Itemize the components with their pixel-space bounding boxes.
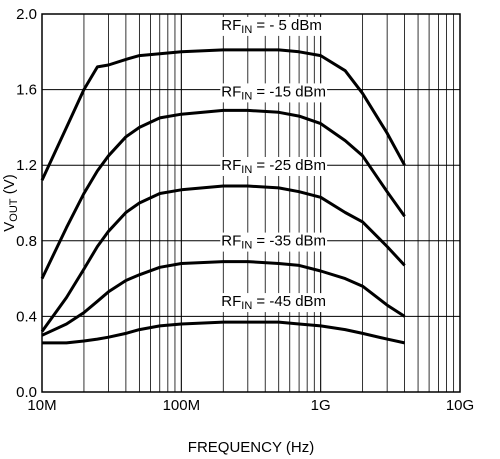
series-label-3: RFIN = -25 dBm: [221, 157, 326, 176]
series-lines: [40, 48, 406, 345]
series-label-sub: IN: [241, 300, 252, 312]
y-axis-title-sub: OUT: [8, 198, 20, 222]
y-tick-label: 1.2: [16, 157, 37, 174]
series-label-1: RFIN = - 5 dBm: [221, 17, 322, 36]
series-label-main: RF: [221, 17, 241, 34]
series-label-rest: = -25 dBm: [252, 157, 326, 174]
y-tick-label: 0.4: [16, 308, 37, 325]
series-label-rest: = -15 dBm: [252, 83, 326, 100]
y-tick-labels: 0.0 0.4 0.8 1.2 1.6 2.0: [16, 6, 37, 401]
series-label-background: [220, 83, 328, 103]
series-label-2: RFIN = -15 dBm: [221, 83, 326, 102]
series-line-3: [40, 184, 406, 333]
series-label-5: RFIN = -45 dBm: [221, 293, 326, 312]
x-tick-label: 10M: [27, 397, 56, 414]
y-tick-label: 0.8: [16, 233, 37, 250]
y-axis-title-unit: (V): [1, 174, 18, 198]
y-axis-title-main: V: [1, 222, 18, 232]
x-axis-title: FREQUENCY (Hz): [188, 439, 314, 456]
series-line-4: [41, 260, 406, 337]
series-label-sub: IN: [241, 164, 252, 176]
x-tick-label: 100M: [163, 397, 201, 414]
series-line-1: [40, 48, 406, 181]
series-label-background: [220, 293, 328, 313]
x-tick-label: 10G: [446, 397, 474, 414]
x-tick-label: 1G: [311, 397, 331, 414]
series-label-sub: IN: [241, 240, 252, 252]
y-tick-label: 2.0: [16, 6, 37, 23]
series-label-rest: = -45 dBm: [252, 293, 326, 310]
series-label-sub: IN: [241, 90, 252, 102]
x-tick-labels: 10M 100M 1G 10G: [27, 397, 474, 414]
series-line-5: [42, 320, 405, 345]
series-label-rest: = -35 dBm: [252, 233, 326, 250]
series-label-background: [220, 232, 328, 252]
series-label-main: RF: [221, 233, 241, 250]
series-label-main: RF: [221, 293, 241, 310]
y-tick-label: 1.6: [16, 82, 37, 99]
series-label-background: [220, 156, 328, 176]
series-label-4: RFIN = -35 dBm: [221, 233, 326, 252]
y-axis-title: VOUT (V): [1, 174, 20, 231]
series-label-main: RF: [221, 83, 241, 100]
grid: [42, 14, 460, 392]
series-label-main: RF: [221, 157, 241, 174]
y-tick-label: 0.0: [16, 384, 37, 401]
plot-frame: [41, 13, 461, 393]
series-label-sub: IN: [241, 24, 252, 36]
series-label-rest: = - 5 dBm: [252, 17, 322, 34]
series-line-2: [40, 108, 406, 280]
series-label-background: [220, 16, 323, 36]
